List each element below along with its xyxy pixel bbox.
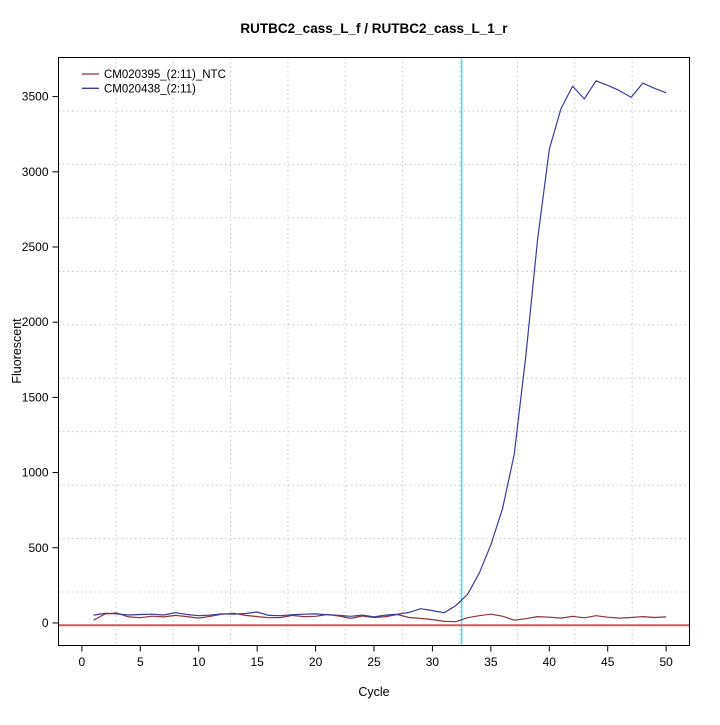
y-tick-label: 500 (28, 541, 48, 555)
y-tick-label: 0 (42, 616, 49, 630)
y-tick-label: 3000 (22, 165, 49, 179)
legend-label: CM020395_(2:11)_NTC (104, 69, 226, 81)
y-tick-label: 1500 (22, 390, 49, 404)
x-axis-label: Cycle (358, 685, 389, 699)
x-tick-label: 40 (543, 655, 557, 669)
y-axis-label: Fluorescent (10, 318, 24, 384)
series-line-ntc (93, 612, 667, 623)
x-tick-label: 25 (367, 655, 381, 669)
x-tick-label: 45 (601, 655, 615, 669)
y-tick-label: 3500 (22, 90, 49, 104)
x-tick-label: 10 (192, 655, 206, 669)
chart-title: RUTBC2_cass_L_f / RUTBC2_cass_L_1_r (240, 21, 508, 36)
y-tick-label: 2500 (22, 240, 49, 254)
y-tick-label: 2000 (22, 315, 49, 329)
axes: 0 5 10 15 20 25 30 35 40 45 5005001000150020002500… (22, 90, 673, 669)
x-tick-label: 30 (426, 655, 440, 669)
plot-border (58, 57, 690, 646)
y-tick-label: 1000 (22, 466, 49, 480)
marker-lines (58, 58, 690, 645)
series-line-sample (93, 80, 667, 618)
x-tick-label: 15 (250, 655, 264, 669)
x-tick-label: 0 (79, 655, 86, 669)
x-tick-label: 50 (659, 655, 673, 669)
series-lines (93, 80, 667, 623)
legend: CM020395_(2:11)_NTC CM020438_(2:11) (82, 69, 226, 95)
legend-label: CM020438_(2:11) (104, 83, 196, 95)
x-tick-label: 5 (137, 655, 144, 669)
x-tick-label: 20 (309, 655, 323, 669)
x-tick-label: 35 (484, 655, 498, 669)
grid-lines (58, 57, 690, 646)
